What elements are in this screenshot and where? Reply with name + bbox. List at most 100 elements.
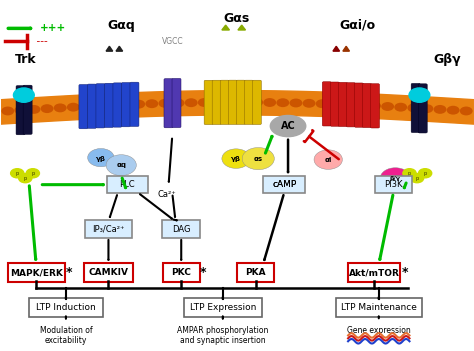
Circle shape xyxy=(132,100,145,108)
FancyBboxPatch shape xyxy=(264,176,305,193)
Circle shape xyxy=(264,98,276,107)
FancyBboxPatch shape xyxy=(346,82,356,127)
Circle shape xyxy=(1,107,14,115)
Circle shape xyxy=(290,99,302,107)
FancyBboxPatch shape xyxy=(8,264,65,282)
Text: β/γ: β/γ xyxy=(390,176,401,181)
Text: p: p xyxy=(16,171,19,176)
Text: Gβγ: Gβγ xyxy=(434,53,461,66)
FancyBboxPatch shape xyxy=(322,82,331,126)
FancyBboxPatch shape xyxy=(411,84,420,133)
Circle shape xyxy=(368,101,381,110)
FancyBboxPatch shape xyxy=(363,83,372,128)
Circle shape xyxy=(18,174,32,183)
Text: Akt/mTOR: Akt/mTOR xyxy=(348,268,400,277)
Polygon shape xyxy=(106,46,113,51)
Text: Gene expression: Gene expression xyxy=(347,326,410,335)
Circle shape xyxy=(67,103,80,112)
FancyBboxPatch shape xyxy=(244,80,253,125)
Circle shape xyxy=(106,155,137,176)
Circle shape xyxy=(88,148,114,167)
Text: αi: αi xyxy=(325,157,332,163)
Text: γβ: γβ xyxy=(231,155,241,161)
FancyBboxPatch shape xyxy=(375,176,412,193)
Text: cAMP: cAMP xyxy=(272,180,296,189)
Text: ---: --- xyxy=(30,37,48,46)
Circle shape xyxy=(355,101,368,110)
Text: MAPK/ERK: MAPK/ERK xyxy=(9,268,63,277)
Text: αs: αs xyxy=(254,155,263,161)
Circle shape xyxy=(27,105,40,114)
Text: PKC: PKC xyxy=(171,268,191,277)
Text: Gαq: Gαq xyxy=(107,19,135,32)
Circle shape xyxy=(403,169,416,178)
Circle shape xyxy=(420,104,433,113)
FancyBboxPatch shape xyxy=(237,80,245,124)
Circle shape xyxy=(250,98,263,107)
Text: PI3K: PI3K xyxy=(384,180,403,189)
Circle shape xyxy=(14,106,27,115)
Text: LTP Expression: LTP Expression xyxy=(190,303,256,312)
FancyBboxPatch shape xyxy=(130,82,139,126)
Polygon shape xyxy=(333,46,339,51)
FancyBboxPatch shape xyxy=(204,80,213,125)
Text: PKA: PKA xyxy=(246,268,266,277)
FancyBboxPatch shape xyxy=(371,84,380,128)
FancyBboxPatch shape xyxy=(336,298,421,317)
Circle shape xyxy=(80,102,93,111)
Circle shape xyxy=(381,102,394,111)
Circle shape xyxy=(222,149,250,168)
Circle shape xyxy=(146,99,158,108)
Text: Gαi/o: Gαi/o xyxy=(339,19,375,32)
Circle shape xyxy=(13,88,34,102)
FancyBboxPatch shape xyxy=(104,83,113,127)
Circle shape xyxy=(342,100,355,109)
Text: p: p xyxy=(24,176,27,181)
Circle shape xyxy=(314,150,342,170)
Circle shape xyxy=(185,98,198,107)
Text: PLC: PLC xyxy=(119,180,135,189)
FancyBboxPatch shape xyxy=(29,298,103,317)
FancyBboxPatch shape xyxy=(228,80,237,124)
FancyBboxPatch shape xyxy=(164,79,173,128)
Circle shape xyxy=(211,98,224,107)
Text: p: p xyxy=(424,171,427,176)
Circle shape xyxy=(407,104,420,112)
Text: IP₃/Ca²⁺: IP₃/Ca²⁺ xyxy=(92,225,125,234)
FancyBboxPatch shape xyxy=(16,86,25,135)
Text: γβ: γβ xyxy=(96,155,106,161)
Text: *: * xyxy=(65,266,72,279)
Circle shape xyxy=(172,99,184,107)
Circle shape xyxy=(410,174,424,183)
FancyBboxPatch shape xyxy=(107,176,148,193)
Circle shape xyxy=(419,169,432,178)
Circle shape xyxy=(380,168,410,188)
FancyBboxPatch shape xyxy=(113,83,122,127)
Polygon shape xyxy=(343,46,349,51)
Text: VGCC: VGCC xyxy=(163,37,184,46)
Circle shape xyxy=(10,169,24,178)
FancyBboxPatch shape xyxy=(212,80,221,125)
FancyBboxPatch shape xyxy=(348,264,400,282)
FancyBboxPatch shape xyxy=(96,84,105,128)
Text: *: * xyxy=(401,266,408,279)
FancyBboxPatch shape xyxy=(338,82,347,127)
Circle shape xyxy=(460,107,473,115)
FancyBboxPatch shape xyxy=(330,82,339,126)
FancyBboxPatch shape xyxy=(237,264,274,282)
Text: p: p xyxy=(31,171,35,176)
Text: p: p xyxy=(408,171,411,176)
Circle shape xyxy=(54,104,67,112)
Circle shape xyxy=(119,100,132,109)
Text: AMPAR phosphorylation
and synaptic insertion: AMPAR phosphorylation and synaptic inser… xyxy=(177,326,268,345)
Text: cAMP: cAMP xyxy=(272,180,296,189)
FancyBboxPatch shape xyxy=(172,78,181,128)
Circle shape xyxy=(106,101,119,110)
FancyBboxPatch shape xyxy=(162,220,201,238)
Circle shape xyxy=(158,99,172,108)
Circle shape xyxy=(198,98,210,107)
FancyBboxPatch shape xyxy=(355,83,364,127)
FancyBboxPatch shape xyxy=(79,85,88,129)
FancyBboxPatch shape xyxy=(23,85,32,134)
Text: +++: +++ xyxy=(39,24,66,33)
